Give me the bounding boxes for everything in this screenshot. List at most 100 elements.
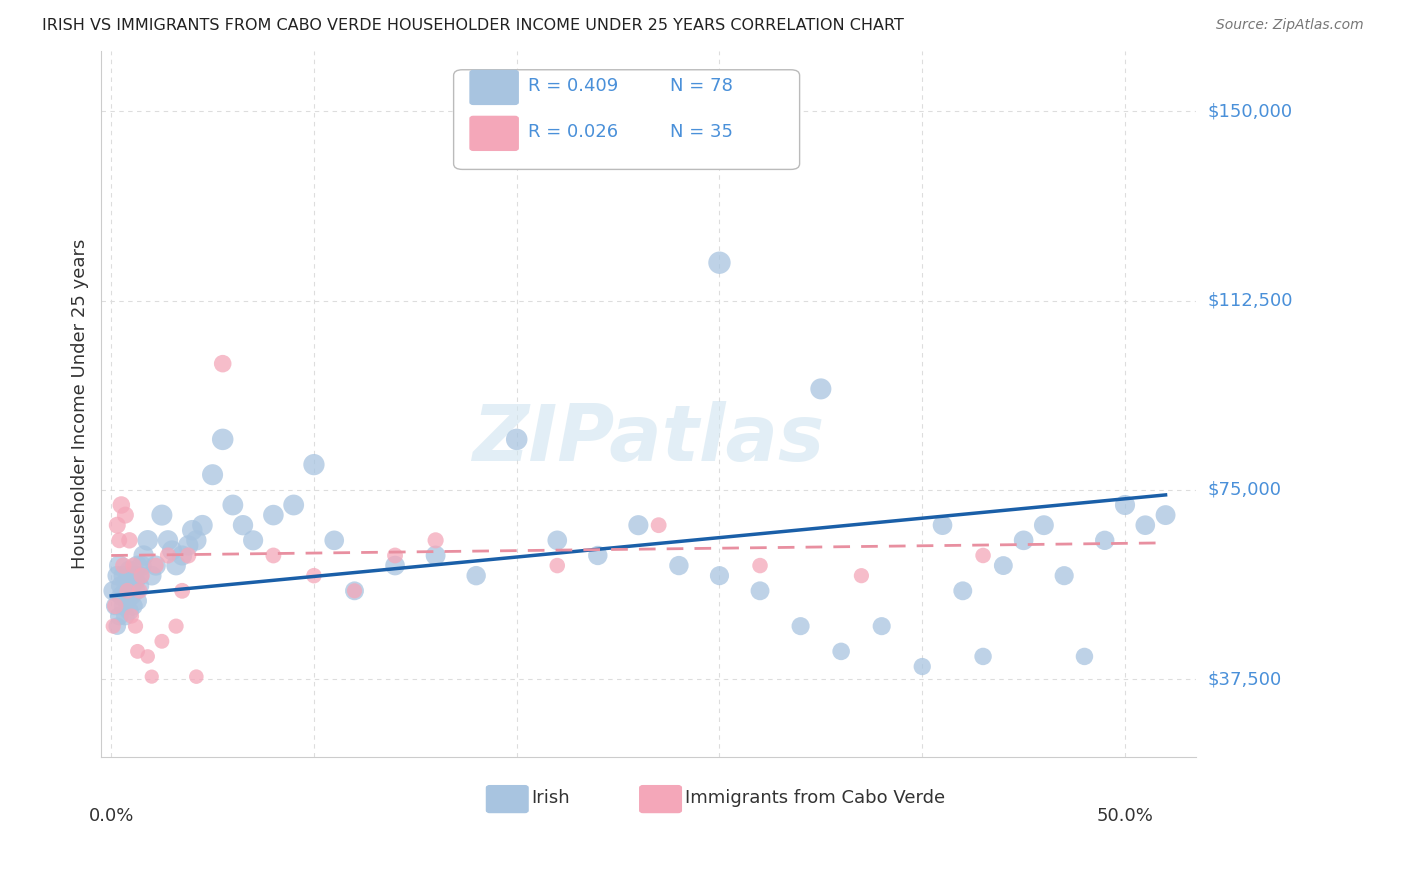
Point (384, 549, 406, 563)
Point (870, 619, 893, 633)
Point (103, 583, 125, 598)
Point (1012, 533, 1035, 548)
Point (1094, 533, 1116, 548)
FancyBboxPatch shape (470, 116, 519, 151)
Point (112, 599, 135, 613)
Point (145, 558, 167, 573)
Point (749, 583, 772, 598)
Point (627, 518, 650, 533)
Point (156, 533, 179, 548)
Point (103, 619, 125, 633)
Text: IRISH VS IMMIGRANTS FROM CABO VERDE HOUSEHOLDER INCOME UNDER 25 YEARS CORRELATIO: IRISH VS IMMIGRANTS FROM CABO VERDE HOUS… (42, 18, 904, 33)
Point (145, 558, 167, 573)
Point (165, 558, 187, 573)
Point (1114, 498, 1136, 512)
Point (131, 568, 153, 582)
Point (108, 558, 131, 573)
FancyBboxPatch shape (454, 70, 800, 169)
Point (810, 382, 832, 396)
Point (972, 549, 994, 563)
Point (851, 568, 873, 582)
Point (709, 256, 731, 270)
Point (118, 604, 141, 618)
Point (172, 583, 194, 598)
Point (177, 538, 200, 552)
Point (1154, 508, 1177, 522)
Point (105, 619, 128, 633)
Point (191, 518, 214, 533)
Point (112, 568, 135, 582)
Point (384, 558, 406, 573)
Point (104, 599, 127, 613)
Text: N = 35: N = 35 (671, 123, 734, 141)
Point (546, 533, 568, 548)
Point (127, 594, 149, 608)
Point (141, 568, 163, 582)
Text: $75,000: $75,000 (1208, 481, 1281, 499)
Point (302, 458, 325, 472)
Point (112, 558, 135, 573)
Point (105, 568, 128, 582)
Point (283, 498, 305, 512)
Point (150, 634, 173, 648)
Point (911, 659, 934, 673)
Point (465, 568, 488, 582)
Point (117, 594, 139, 608)
Point (262, 508, 284, 522)
Text: $112,500: $112,500 (1208, 292, 1292, 310)
Point (211, 357, 233, 371)
Point (232, 518, 254, 533)
Point (993, 558, 1015, 573)
Point (120, 589, 142, 603)
Point (1053, 568, 1076, 582)
Point (127, 644, 149, 658)
Point (506, 433, 529, 447)
Point (343, 583, 366, 598)
Point (108, 609, 131, 624)
Point (242, 533, 264, 548)
Point (122, 568, 145, 582)
Point (136, 533, 159, 548)
Text: R = 0.026: R = 0.026 (529, 123, 619, 141)
Point (972, 649, 994, 664)
Point (108, 533, 131, 548)
Point (114, 609, 136, 624)
Point (222, 498, 245, 512)
Point (1073, 649, 1095, 664)
Point (128, 579, 150, 593)
Point (186, 533, 208, 548)
Point (709, 568, 731, 582)
Point (136, 649, 159, 664)
Point (141, 670, 163, 684)
Point (114, 508, 136, 522)
Point (830, 644, 852, 658)
Point (128, 583, 150, 598)
Point (931, 518, 953, 533)
Point (124, 574, 146, 588)
Point (124, 583, 146, 598)
Point (323, 533, 346, 548)
Point (122, 599, 145, 613)
Text: $150,000: $150,000 (1208, 103, 1292, 120)
Text: Irish: Irish (531, 789, 569, 807)
Text: Immigrants from Cabo Verde: Immigrants from Cabo Verde (685, 789, 945, 807)
FancyBboxPatch shape (640, 786, 682, 813)
Point (343, 583, 366, 598)
Point (117, 583, 139, 598)
Point (177, 549, 200, 563)
Point (211, 433, 233, 447)
Point (262, 549, 284, 563)
Y-axis label: Householder Income Under 25 years: Householder Income Under 25 years (72, 239, 89, 569)
Point (1032, 518, 1054, 533)
Point (120, 579, 142, 593)
Point (114, 583, 136, 598)
Point (128, 568, 150, 582)
FancyBboxPatch shape (470, 70, 519, 104)
Point (104, 599, 127, 613)
Point (181, 523, 204, 537)
Point (110, 589, 132, 603)
Point (586, 549, 609, 563)
Point (131, 558, 153, 573)
Point (201, 467, 224, 482)
Point (122, 558, 145, 573)
